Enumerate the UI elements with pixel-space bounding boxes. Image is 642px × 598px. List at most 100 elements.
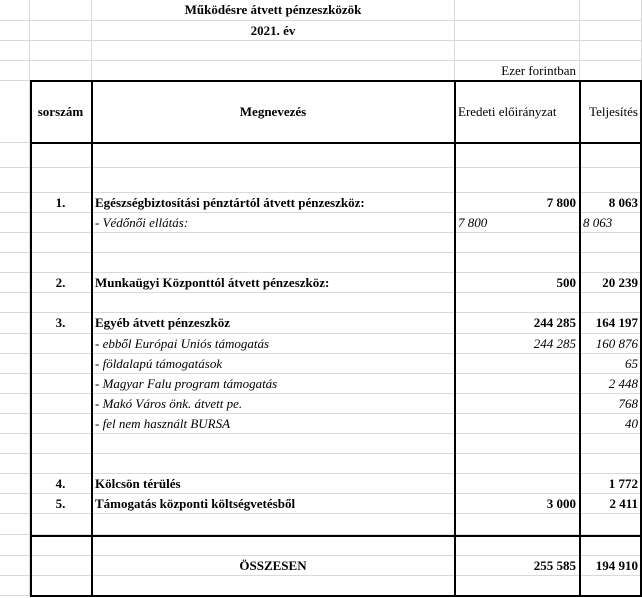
border xyxy=(454,80,456,597)
table-row: - Védőnői ellátás: 7 800 8 063 xyxy=(0,213,642,233)
blank-row xyxy=(0,233,642,253)
table-row: ÖSSZESEN 255 585 194 910 xyxy=(0,556,642,576)
cell xyxy=(580,21,642,40)
cell xyxy=(0,0,30,20)
cell xyxy=(92,41,455,60)
actual-value: 65 xyxy=(580,354,642,373)
planned-value: 500 xyxy=(455,273,580,292)
row-name xyxy=(92,253,455,272)
cell xyxy=(0,474,30,493)
header-planned: Eredeti előirányzat xyxy=(455,81,580,142)
border xyxy=(30,595,642,597)
row-number xyxy=(30,454,92,473)
cell xyxy=(580,0,642,20)
blank-row xyxy=(0,293,642,313)
cell xyxy=(0,576,30,595)
table-row: - fel nem használt BURSA 40 xyxy=(0,414,642,434)
cell xyxy=(0,81,30,142)
cell xyxy=(455,21,580,40)
actual-value xyxy=(580,253,642,272)
actual-value: 8 063 xyxy=(580,193,642,212)
cell xyxy=(0,233,30,252)
planned-value xyxy=(455,434,580,453)
cell xyxy=(0,61,30,80)
planned-value xyxy=(455,535,580,555)
cell xyxy=(455,41,580,60)
cell xyxy=(580,61,642,80)
planned-value xyxy=(455,143,580,167)
planned-value xyxy=(455,474,580,493)
row-name: Egészségbiztosítási pénztártól átvett pé… xyxy=(92,193,455,212)
row-name xyxy=(92,454,455,473)
cell xyxy=(0,253,30,272)
row-number xyxy=(30,293,92,312)
cell xyxy=(0,213,30,232)
row-name xyxy=(92,293,455,312)
blank-row xyxy=(0,168,642,193)
actual-value: 194 910 xyxy=(580,556,642,575)
row-name: - Védőnői ellátás: xyxy=(92,213,455,232)
cell xyxy=(30,61,92,80)
cell xyxy=(0,293,30,312)
row-number: 3. xyxy=(30,313,92,333)
blank-row xyxy=(0,253,642,273)
cell xyxy=(455,0,580,20)
row-number xyxy=(30,374,92,393)
planned-value xyxy=(455,576,580,595)
cell xyxy=(0,434,30,453)
table-row: 3. Egyéb átvett pénzeszköz 244 285 164 197 xyxy=(0,313,642,334)
row-number xyxy=(30,576,92,595)
row-number: 1. xyxy=(30,193,92,212)
row-name xyxy=(92,514,455,534)
cell xyxy=(0,334,30,353)
actual-value: 160 876 xyxy=(580,334,642,353)
row-number xyxy=(30,535,92,555)
header-no: sorszám xyxy=(30,81,92,142)
cell xyxy=(0,414,30,433)
planned-value xyxy=(455,233,580,252)
actual-value xyxy=(580,434,642,453)
border xyxy=(30,80,32,597)
planned-value: 244 285 xyxy=(455,334,580,353)
actual-value xyxy=(580,454,642,473)
table-row: - földalapú támogatások 65 xyxy=(0,354,642,374)
sheet-year: 2021. év xyxy=(92,21,455,40)
planned-value: 244 285 xyxy=(455,313,580,333)
border xyxy=(30,142,642,144)
cell xyxy=(0,21,30,40)
cell xyxy=(0,454,30,473)
cell xyxy=(580,41,642,60)
table-row: 4. Kölcsön térülés 1 772 xyxy=(0,474,642,494)
planned-value xyxy=(455,514,580,534)
cell xyxy=(92,61,455,80)
row-name: Támogatás központi költségvetésből xyxy=(92,494,455,513)
row-number xyxy=(30,556,92,575)
border xyxy=(91,80,93,597)
cell xyxy=(0,556,30,575)
cell xyxy=(0,193,30,212)
row-number xyxy=(30,253,92,272)
planned-value xyxy=(455,374,580,393)
planned-value xyxy=(455,354,580,373)
row-number xyxy=(30,394,92,413)
cell xyxy=(0,143,30,167)
planned-value: 7 800 xyxy=(455,213,580,232)
cell xyxy=(0,354,30,373)
row-number: 5. xyxy=(30,494,92,513)
row-name xyxy=(92,233,455,252)
row-number xyxy=(30,168,92,192)
cell xyxy=(0,41,30,60)
table-row: 1. Egészségbiztosítási pénztártól átvett … xyxy=(0,193,642,213)
blank-row xyxy=(0,41,642,61)
header-name: Megnevezés xyxy=(92,81,455,142)
unit-row: Ezer forintban xyxy=(0,61,642,81)
actual-value: 20 239 xyxy=(580,273,642,292)
row-name: Egyéb átvett pénzeszköz xyxy=(92,313,455,333)
actual-value: 40 xyxy=(580,414,642,433)
cell xyxy=(0,494,30,513)
unit-label: Ezer forintban xyxy=(455,61,580,80)
planned-value xyxy=(455,253,580,272)
actual-value xyxy=(580,535,642,555)
row-name: - Makó Város önk. átvett pe. xyxy=(92,394,455,413)
sheet-title: Működésre átvett pénzeszközök xyxy=(92,0,455,20)
